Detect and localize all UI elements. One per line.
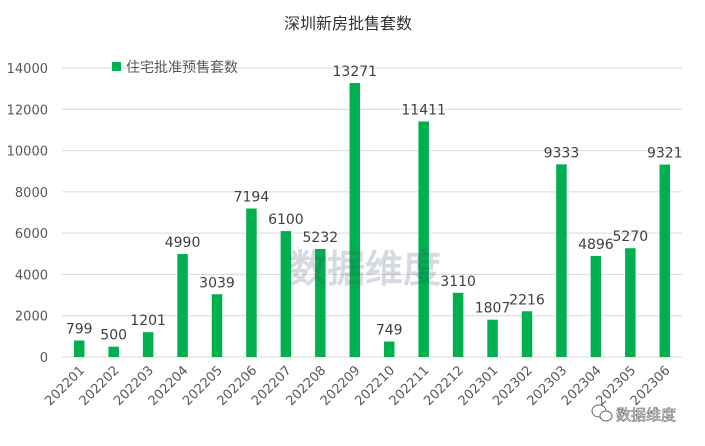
y-axis-ticks: 0 2000 4000 6000 8000 10000 12000 14000 bbox=[7, 62, 48, 366]
y-tick-label: 10000 bbox=[7, 145, 48, 160]
data-label: 799 bbox=[66, 322, 93, 338]
data-label: 3039 bbox=[199, 275, 235, 291]
y-tick-label: 0 bbox=[40, 351, 48, 366]
data-label: 749 bbox=[376, 323, 403, 339]
bar bbox=[418, 121, 429, 357]
data-label: 1201 bbox=[130, 313, 166, 329]
bar bbox=[659, 164, 671, 357]
data-label: 500 bbox=[100, 328, 127, 344]
data-label: 4896 bbox=[578, 237, 614, 253]
y-tick-label: 14000 bbox=[7, 62, 48, 77]
x-axis-ticks: 2022012022022022032022042022052022062022… bbox=[42, 363, 673, 409]
y-tick-label: 2000 bbox=[15, 310, 48, 325]
legend-label: 住宅批准预售套数 bbox=[126, 60, 238, 76]
data-label: 5232 bbox=[303, 230, 339, 246]
legend: 住宅批准预售套数 bbox=[112, 60, 238, 76]
data-label: 6100 bbox=[268, 212, 304, 228]
data-label: 1807 bbox=[475, 301, 511, 317]
y-tick-label: 4000 bbox=[15, 268, 48, 283]
bar bbox=[280, 231, 292, 357]
y-tick-label: 6000 bbox=[15, 227, 48, 242]
wechat-icon bbox=[591, 404, 613, 422]
bar bbox=[315, 248, 326, 357]
bar bbox=[177, 253, 188, 357]
data-label: 9321 bbox=[647, 146, 683, 162]
chart-title: 深圳新房批售套数 bbox=[284, 14, 412, 33]
bar bbox=[556, 164, 567, 357]
data-label: 4990 bbox=[165, 235, 201, 251]
legend-swatch bbox=[112, 62, 121, 71]
bar bbox=[142, 332, 154, 357]
bar bbox=[452, 292, 464, 357]
bar bbox=[383, 341, 395, 357]
data-label: 9333 bbox=[544, 145, 580, 161]
bar bbox=[521, 311, 533, 357]
watermark-corner-text: 数据维度 bbox=[616, 406, 676, 424]
bar bbox=[211, 294, 223, 357]
y-tick-label: 12000 bbox=[7, 103, 48, 118]
data-label: 2216 bbox=[509, 292, 545, 308]
data-label: 3110 bbox=[440, 274, 476, 290]
gridlines bbox=[62, 67, 682, 358]
bar bbox=[590, 255, 602, 357]
bar bbox=[349, 83, 361, 357]
data-label: 11411 bbox=[401, 102, 446, 118]
bar bbox=[108, 346, 119, 357]
data-label: 5270 bbox=[613, 229, 649, 245]
data-label: 13271 bbox=[333, 64, 378, 80]
bar bbox=[625, 248, 636, 357]
bar bbox=[487, 319, 498, 357]
watermark-center: 数据维度 bbox=[289, 247, 441, 291]
bar bbox=[73, 340, 85, 357]
data-label: 7194 bbox=[234, 189, 270, 205]
watermark-corner: 数据维度 bbox=[591, 404, 676, 424]
bar bbox=[246, 208, 257, 357]
y-tick-label: 8000 bbox=[15, 186, 48, 201]
bar-series bbox=[73, 83, 671, 357]
